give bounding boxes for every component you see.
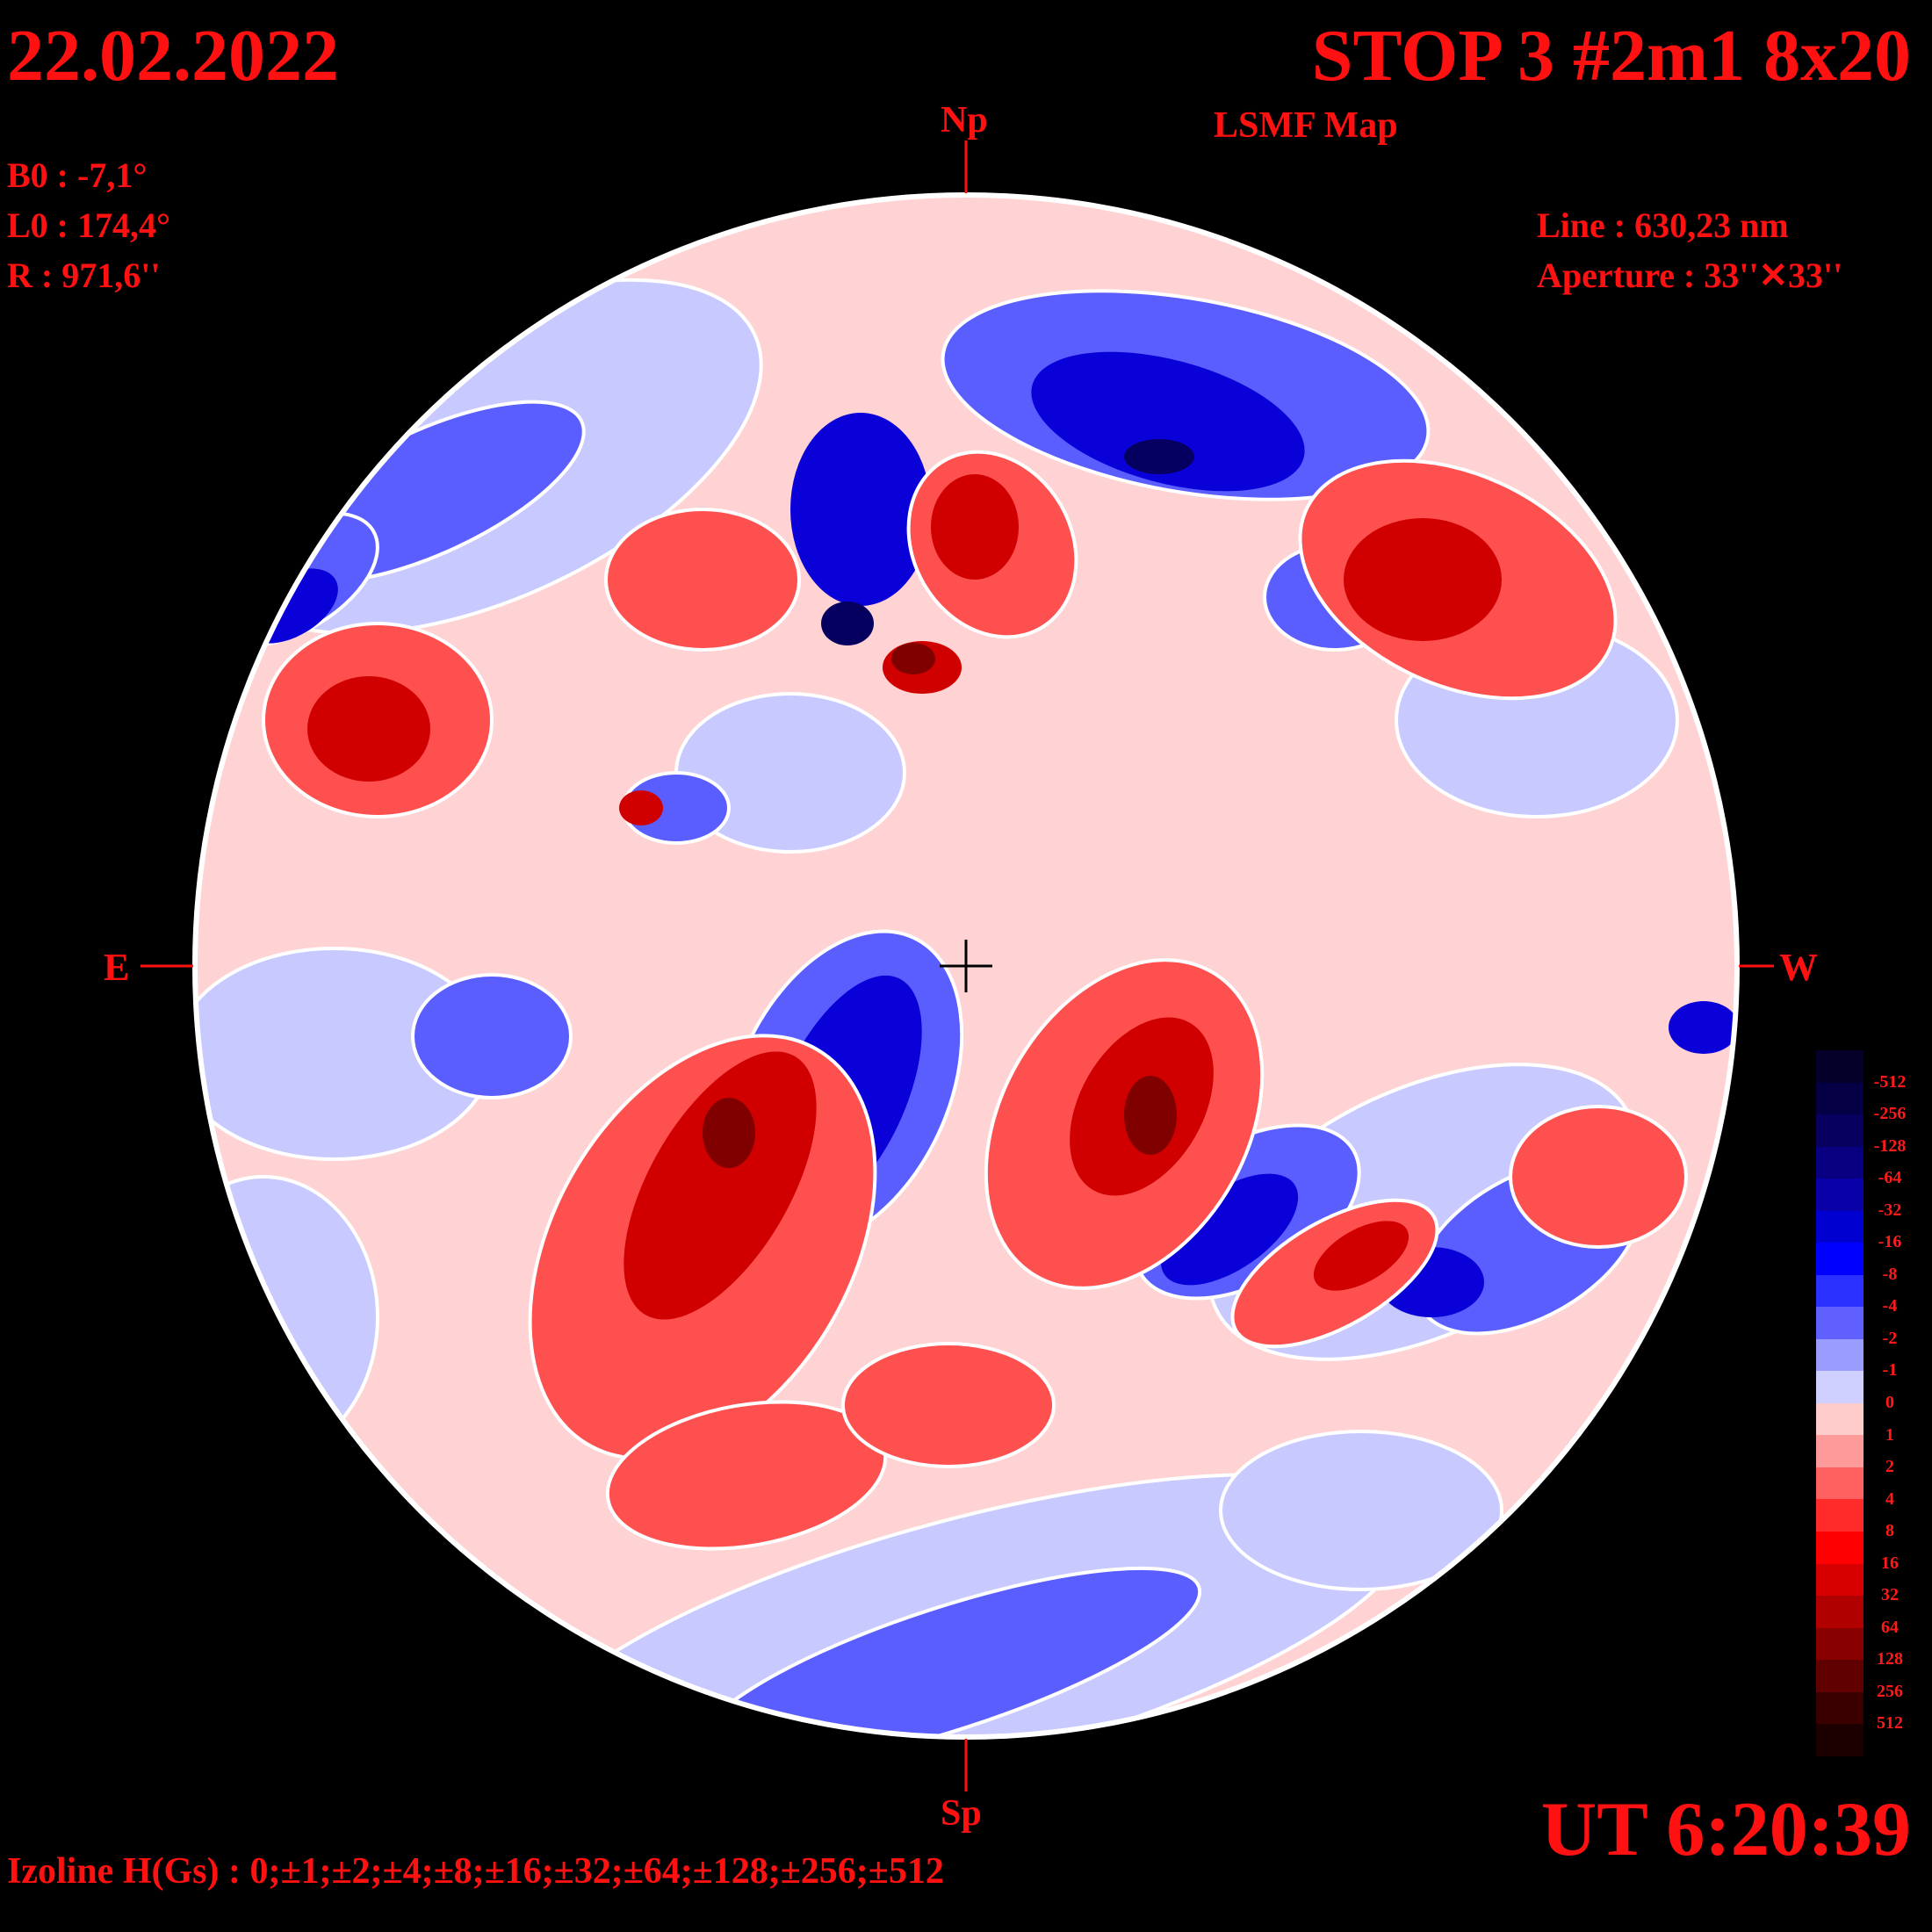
b0-parameter: B0 : -7,1° (7, 155, 148, 195)
colorbar-label: -4 (1882, 1296, 1898, 1316)
colorbar-label: 16 (1881, 1553, 1899, 1573)
colorbar-segment (1816, 1114, 1864, 1147)
colorbar-label: 1 (1885, 1424, 1894, 1445)
universal-time: UT 6:20:39 (1540, 1787, 1911, 1872)
peak-regions (703, 643, 1177, 1168)
colorbar-legend (1816, 1050, 1864, 1756)
colorbar-label: 512 (1877, 1713, 1903, 1734)
colorbar-segment (1816, 1563, 1864, 1597)
colorbar-label: 256 (1877, 1681, 1903, 1701)
map-subtitle: LSMF Map (1214, 105, 1398, 146)
colorbar-label: 64 (1881, 1617, 1899, 1637)
colorbar-segment (1816, 1435, 1864, 1467)
south-pole-label: Sp (941, 1793, 982, 1834)
colorbar-segment (1816, 1627, 1864, 1661)
colorbar-segment (1816, 1531, 1864, 1564)
colorbar-label: 32 (1881, 1585, 1899, 1605)
colorbar-segment (1816, 1402, 1864, 1436)
negative-peak-regions (821, 439, 1194, 645)
colorbar-segment (1816, 1146, 1864, 1179)
colorbar-label: -1 (1882, 1360, 1898, 1381)
colorbar-label: -256 (1873, 1104, 1907, 1124)
colorbar-label: -2 (1882, 1328, 1898, 1348)
colorbar-segment (1816, 1210, 1864, 1244)
east-label: E (104, 946, 130, 989)
colorbar-label: 128 (1877, 1649, 1903, 1669)
l0-parameter: L0 : 174,4° (7, 205, 170, 245)
colorbar-segment (1816, 1371, 1864, 1403)
colorbar-label: -512 (1873, 1071, 1907, 1092)
radius-parameter: R : 971,6'' (7, 256, 161, 295)
colorbar-segment (1816, 1338, 1864, 1372)
colorbar-label: 8 (1885, 1521, 1894, 1541)
colorbar-label: 2 (1885, 1457, 1894, 1477)
colorbar-segment (1816, 1243, 1864, 1275)
center-crosshair (940, 940, 992, 992)
colorbar-segment (1816, 1179, 1864, 1211)
colorbar-label: -32 (1878, 1200, 1902, 1220)
observation-date: 22.02.2022 (7, 15, 339, 97)
colorbar-segment (1816, 1050, 1864, 1083)
colorbar-segment (1816, 1467, 1864, 1500)
map-title: STOP 3 #2m1 8x20 (1311, 15, 1911, 97)
colorbar-segment (1816, 1660, 1864, 1692)
north-pole-label: Np (941, 100, 988, 141)
colorbar-label: 4 (1885, 1489, 1894, 1509)
colorbar-label: -8 (1882, 1264, 1898, 1284)
izoline-levels: Izoline H(Gs) : 0;±1;±2;±4;±8;±16;±32;±6… (7, 1851, 944, 1892)
colorbar-segment (1816, 1596, 1864, 1628)
colorbar-label: -16 (1878, 1232, 1902, 1252)
disk-limb (192, 192, 1740, 1740)
colorbar-segment (1816, 1691, 1864, 1725)
colorbar-segment (1816, 1724, 1864, 1756)
solar-disk (195, 195, 1737, 1737)
colorbar-segment (1816, 1499, 1864, 1532)
west-label: W (1779, 946, 1818, 989)
colorbar-label: -128 (1873, 1135, 1907, 1156)
colorbar-label: -64 (1878, 1168, 1902, 1188)
colorbar-segment (1816, 1274, 1864, 1308)
colorbar-segment (1816, 1307, 1864, 1339)
spectral-line: Line : 630,23 nm (1537, 205, 1789, 245)
axis-ticks (141, 141, 1774, 1791)
aperture-size: Aperture : 33''✕33'' (1537, 256, 1843, 295)
colorbar-segment (1816, 1082, 1864, 1115)
colorbar-label: 0 (1885, 1393, 1894, 1412)
